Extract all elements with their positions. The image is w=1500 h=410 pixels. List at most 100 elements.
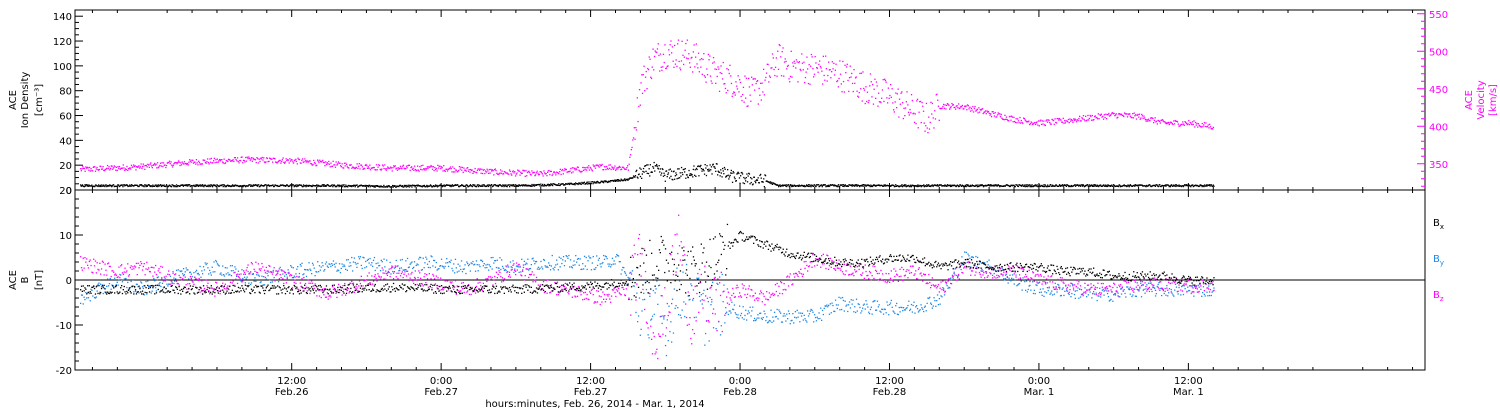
- ion-density-point: [890, 185, 892, 187]
- velocity-point: [840, 83, 842, 85]
- ion-density-point: [495, 184, 498, 187]
- ion-density-point: [1047, 185, 1049, 187]
- velocity-point: [703, 75, 706, 77]
- velocity-point: [372, 166, 375, 169]
- by-point: [182, 273, 184, 275]
- velocity-point: [1135, 114, 1137, 116]
- by-point: [647, 334, 649, 336]
- velocity-point: [1131, 117, 1133, 119]
- by-point: [395, 259, 397, 262]
- by-point: [1023, 279, 1025, 282]
- velocity-point: [1197, 123, 1200, 125]
- bz-point: [386, 273, 388, 275]
- by-point: [1140, 282, 1142, 284]
- bz-point: [200, 288, 202, 290]
- ion-density-point: [950, 184, 952, 186]
- bz-point: [346, 289, 348, 291]
- ion-density-point: [1140, 184, 1142, 186]
- velocity-point: [412, 167, 414, 169]
- velocity-point: [319, 159, 321, 161]
- ion-density-point: [1136, 185, 1138, 187]
- ion-density-point: [809, 185, 812, 187]
- velocity-point: [1169, 122, 1171, 124]
- ion-density-point: [509, 186, 511, 188]
- by-point: [288, 271, 290, 274]
- by-point: [960, 268, 962, 271]
- velocity-point: [505, 172, 508, 174]
- by-point: [284, 275, 286, 277]
- velocity-point: [170, 161, 172, 163]
- by-point: [669, 330, 671, 333]
- by-point: [811, 309, 813, 311]
- ion-density-point: [1203, 185, 1205, 188]
- by-point: [590, 257, 592, 259]
- velocity-point: [1092, 119, 1094, 121]
- velocity-point: [899, 103, 901, 105]
- velocity-point: [1158, 120, 1160, 122]
- velocity-point: [287, 159, 289, 161]
- ion-density-point: [1042, 185, 1044, 187]
- ion-density-point: [81, 185, 83, 187]
- by-point: [1185, 283, 1187, 285]
- bz-point: [156, 277, 158, 279]
- by-point: [481, 260, 484, 263]
- bz-point: [182, 278, 184, 280]
- bz-point: [148, 267, 150, 269]
- velocity-point: [1150, 117, 1153, 119]
- velocity-point: [888, 97, 890, 99]
- by-point: [99, 291, 101, 293]
- velocity-point: [837, 86, 839, 88]
- ion-density-point: [1066, 184, 1068, 186]
- velocity-point: [780, 75, 783, 77]
- ion-density-point: [530, 184, 532, 187]
- velocity-point: [928, 128, 931, 130]
- by-point: [283, 270, 285, 272]
- ion-density-point: [95, 184, 97, 186]
- bz-point: [330, 296, 332, 298]
- velocity-point: [889, 94, 891, 97]
- by-point: [1084, 287, 1086, 289]
- by-point: [102, 292, 104, 295]
- velocity-point: [381, 164, 384, 166]
- velocity-point: [868, 99, 870, 102]
- velocity-point: [665, 67, 668, 69]
- ion-density-point: [189, 184, 191, 186]
- ion-density-point: [338, 185, 340, 188]
- velocity-point: [564, 169, 567, 171]
- bz-point: [189, 275, 192, 278]
- by-point: [92, 295, 94, 297]
- by-point: [773, 320, 775, 322]
- ion-density-point: [448, 184, 450, 186]
- by-point: [529, 267, 532, 270]
- bz-point: [171, 282, 173, 285]
- bz-point: [322, 288, 324, 290]
- ion-density-point: [1091, 185, 1094, 187]
- velocity-point: [1201, 122, 1203, 125]
- ion-density-point: [101, 184, 103, 186]
- velocity-point: [653, 69, 655, 71]
- by-point: [794, 311, 797, 313]
- ion-density-point: [430, 185, 432, 187]
- ion-density-point: [855, 184, 858, 186]
- by-point: [586, 268, 588, 271]
- ion-density-point: [717, 170, 719, 172]
- by-point: [889, 302, 892, 304]
- bz-point: [263, 276, 265, 278]
- ion-density-point: [1074, 184, 1076, 186]
- ion-density-point: [394, 185, 396, 187]
- by-point: [861, 310, 863, 312]
- ion-density-point: [586, 181, 588, 183]
- by-point: [315, 271, 317, 273]
- ion-density-point: [648, 168, 650, 170]
- ion-density-point: [509, 184, 511, 186]
- by-point: [413, 261, 416, 263]
- by-point: [125, 277, 127, 280]
- ion-density-point: [525, 184, 527, 186]
- velocity-point: [677, 43, 679, 45]
- bz-point: [80, 267, 83, 269]
- velocity-point: [1070, 118, 1073, 121]
- velocity-point: [719, 72, 721, 74]
- bz-point: [122, 273, 124, 275]
- ion-density-point: [1212, 185, 1214, 187]
- ion-density-point: [113, 184, 115, 186]
